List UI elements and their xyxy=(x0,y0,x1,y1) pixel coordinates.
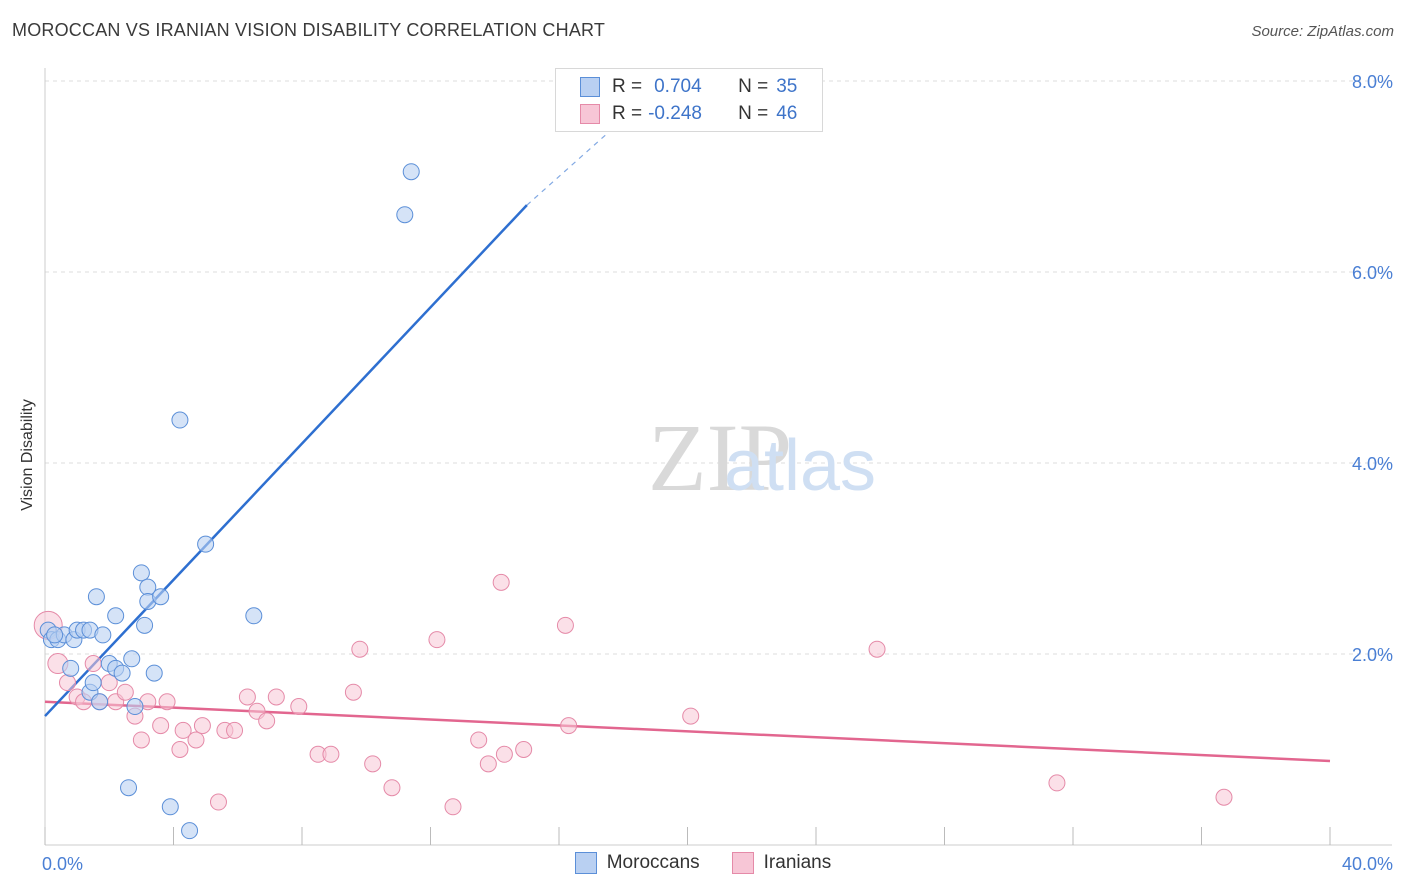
iranians-point xyxy=(322,745,340,763)
iranians-point xyxy=(258,712,276,730)
moroccans-point xyxy=(94,626,112,644)
iranians-point xyxy=(209,793,227,811)
correlation-legend: R = 0.704 N = 35 R = -0.248 N = 46 xyxy=(555,68,823,132)
iranians-point xyxy=(267,688,285,706)
iranians-point xyxy=(444,798,462,816)
iranians-point xyxy=(470,731,488,749)
iranians-point xyxy=(682,707,700,725)
iranians-point xyxy=(351,640,369,658)
iranians-point xyxy=(58,674,76,692)
iranians-point xyxy=(158,693,176,711)
iranians-point xyxy=(868,640,886,658)
moroccans-point xyxy=(62,659,80,677)
iranians-point xyxy=(1215,788,1233,806)
moroccans-point xyxy=(123,650,141,668)
moroccans-legend-swatch xyxy=(574,852,597,874)
iranians-point xyxy=(495,745,513,763)
legend-item-iranians[interactable]: Iranians xyxy=(731,852,832,874)
iranians-point xyxy=(556,616,574,634)
iranians-point xyxy=(174,721,192,739)
iranians-points xyxy=(33,573,1233,816)
moroccans-n-label: N = xyxy=(738,76,769,97)
moroccans-point xyxy=(120,779,138,797)
iranians-point xyxy=(187,731,205,749)
moroccans-point xyxy=(132,564,150,582)
legend-row-moroccans: R = 0.704 N = 35 xyxy=(580,74,797,100)
moroccans-point xyxy=(161,798,179,816)
y-tick-label: 8.0% xyxy=(1352,72,1393,92)
moroccans-r-label: R = xyxy=(612,76,643,97)
iranians-point xyxy=(1048,774,1066,792)
iranians-legend-label: Iranians xyxy=(763,852,832,873)
moroccans-point xyxy=(46,626,64,644)
moroccans-point xyxy=(113,664,131,682)
moroccans-point xyxy=(84,674,102,692)
source-label: Source: ZipAtlas.com xyxy=(1251,23,1394,40)
moroccans-point xyxy=(181,822,199,840)
moroccans-point xyxy=(396,206,414,224)
moroccans-point xyxy=(91,693,109,711)
iranians-point xyxy=(171,741,189,758)
iranians-point xyxy=(238,688,256,706)
moroccans-point xyxy=(145,664,163,682)
watermark-atlas: atlas xyxy=(724,426,876,506)
moroccans-point xyxy=(87,588,105,606)
iranians-point xyxy=(344,683,362,701)
iranians-point xyxy=(364,755,382,773)
grid-lines xyxy=(45,80,1392,655)
moroccans-r-value: 0.704 xyxy=(654,76,702,97)
series-legend: Moroccans Iranians xyxy=(0,852,1406,874)
chart-title: MOROCCAN VS IRANIAN VISION DISABILITY CO… xyxy=(12,20,606,40)
moroccans-point xyxy=(136,616,154,634)
moroccans-point xyxy=(126,698,144,716)
moroccans-point xyxy=(152,588,170,606)
iranians-point xyxy=(492,573,510,591)
iranians-r-value: -0.248 xyxy=(648,103,702,124)
iranians-point xyxy=(479,755,497,773)
iranians-point xyxy=(290,698,308,716)
moroccans-point xyxy=(245,607,263,625)
iranians-legend-swatch xyxy=(731,852,754,874)
iranians-point xyxy=(132,731,150,749)
x-tick-label-max: 40.0% xyxy=(1342,854,1393,874)
iranians-point xyxy=(428,631,446,649)
iranians-r-label: R = xyxy=(612,103,643,124)
iranians-n-value: 46 xyxy=(776,103,798,124)
iranians-point xyxy=(383,779,401,797)
moroccans-n-value: 35 xyxy=(776,76,798,97)
iranians-point xyxy=(84,655,102,673)
moroccans-trend-line xyxy=(44,204,528,717)
y-tick-label: 6.0% xyxy=(1352,263,1393,283)
watermark-zip: ZIP xyxy=(648,404,792,511)
iranians-point xyxy=(515,741,533,758)
moroccans-legend-label: Moroccans xyxy=(606,852,700,873)
legend-item-moroccans[interactable]: Moroccans xyxy=(574,852,700,874)
tick-labels: 2.0% 4.0% 6.0% 8.0% 0.0% 40.0% xyxy=(42,72,1393,874)
iranians-point xyxy=(193,717,211,735)
moroccans-trend-extension xyxy=(526,133,608,206)
x-tick-label-min: 0.0% xyxy=(42,854,83,874)
iranians-swatch xyxy=(580,104,600,124)
iranians-n-label: N = xyxy=(738,103,769,124)
y-tick-label: 4.0% xyxy=(1352,454,1393,474)
legend-row-iranians: R = -0.248 N = 46 xyxy=(580,101,797,127)
moroccans-point xyxy=(402,163,420,181)
moroccans-swatch xyxy=(580,77,600,97)
iranians-point xyxy=(226,721,244,739)
moroccans-point xyxy=(197,535,215,553)
iranians-point xyxy=(152,717,170,735)
iranians-point xyxy=(116,683,134,701)
moroccans-point xyxy=(171,411,189,429)
moroccans-point xyxy=(107,607,125,625)
moroccans-points xyxy=(39,163,420,840)
iranians-point xyxy=(560,717,578,735)
y-tick-label: 2.0% xyxy=(1352,645,1393,665)
